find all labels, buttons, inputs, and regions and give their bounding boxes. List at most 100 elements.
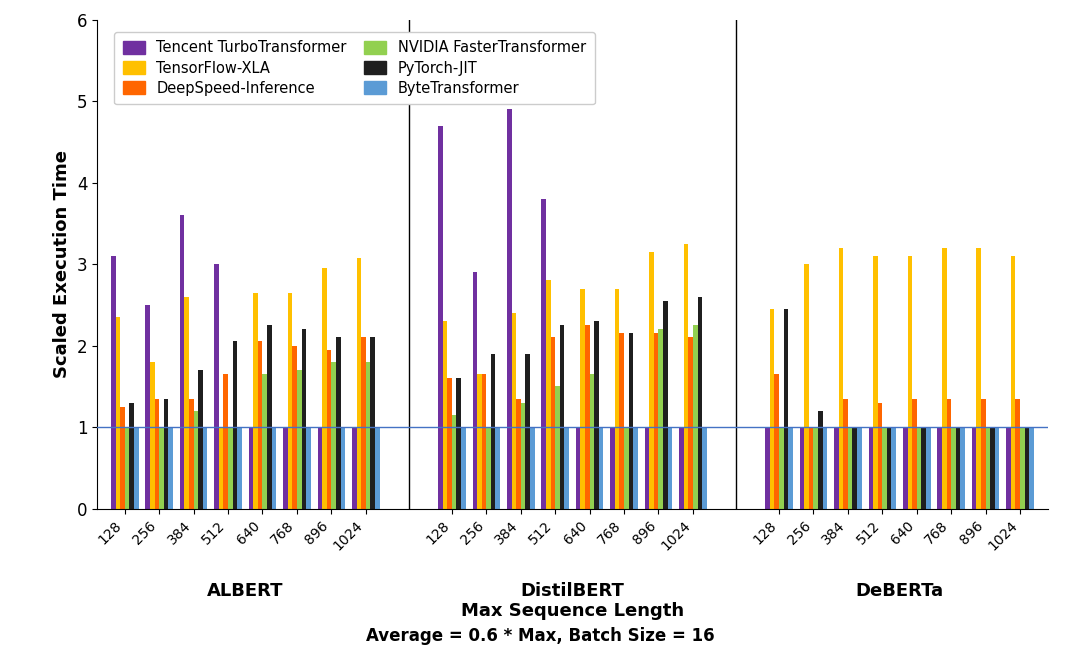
X-axis label: Max Sequence Length: Max Sequence Length [461,602,684,619]
Bar [565,427,569,509]
Bar [576,427,580,509]
Bar [633,427,638,509]
Bar [352,427,356,509]
Bar [258,342,262,509]
Bar [541,199,546,509]
Bar [693,325,698,509]
Bar [111,256,116,509]
Bar [1007,427,1011,509]
Bar [882,427,887,509]
Bar [232,342,238,509]
Bar [951,427,956,509]
Bar [447,378,451,509]
Bar [624,427,629,509]
Bar [555,386,559,509]
Text: Average = 0.6 * Max, Batch Size = 16: Average = 0.6 * Max, Batch Size = 16 [366,627,714,645]
Bar [473,273,477,509]
Bar [159,427,164,509]
Bar [248,427,254,509]
Bar [366,362,370,509]
Bar [598,427,604,509]
Bar [546,280,551,509]
Bar [189,398,193,509]
Bar [610,427,615,509]
Bar [921,427,926,509]
Bar [168,427,173,509]
Bar [486,427,491,509]
Bar [130,402,134,509]
Bar [134,427,138,509]
Bar [1015,398,1020,509]
Bar [946,398,951,509]
Bar [848,427,852,509]
Bar [521,402,525,509]
Bar [818,411,823,509]
Bar [903,427,907,509]
Bar [784,309,788,509]
Bar [843,398,848,509]
Bar [907,256,913,509]
Bar [238,427,242,509]
Bar [995,427,999,509]
Bar [512,313,516,509]
Bar [653,333,659,509]
Bar [667,427,672,509]
Bar [375,427,379,509]
Bar [1020,427,1025,509]
Bar [873,256,878,509]
Bar [937,427,942,509]
Bar [356,258,361,509]
Bar [272,427,276,509]
Bar [154,398,159,509]
Bar [679,427,684,509]
Bar [688,338,693,509]
Bar [318,427,322,509]
Bar [180,215,185,509]
Bar [219,427,224,509]
Bar [461,427,465,509]
Bar [766,427,770,509]
Bar [615,288,620,509]
Bar [254,293,258,509]
Bar [813,427,818,509]
Bar [926,427,931,509]
Y-axis label: Scaled Execution Time: Scaled Execution Time [53,150,71,378]
Bar [1011,256,1015,509]
Bar [125,427,130,509]
Bar [306,427,311,509]
Bar [891,427,896,509]
Bar [684,244,688,509]
Bar [659,329,663,509]
Text: DistilBERT: DistilBERT [521,582,624,600]
Bar [443,321,447,509]
Bar [477,374,482,509]
Bar [823,427,827,509]
Text: DeBERTa: DeBERTa [855,582,944,600]
Bar [986,427,990,509]
Bar [981,398,986,509]
Bar [960,427,964,509]
Legend: Tencent TurboTransformer, TensorFlow-XLA, DeepSpeed-Inference, NVIDIA FasterTran: Tencent TurboTransformer, TensorFlow-XLA… [114,32,595,104]
Bar [301,329,306,509]
Bar [116,317,120,509]
Bar [990,427,995,509]
Bar [438,125,443,509]
Bar [293,346,297,509]
Bar [327,349,332,509]
Bar [809,427,813,509]
Bar [559,325,565,509]
Bar [649,252,653,509]
Bar [663,301,667,509]
Bar [868,427,873,509]
Bar [770,309,774,509]
Bar [496,427,500,509]
Bar [629,333,633,509]
Bar [972,427,976,509]
Bar [774,374,779,509]
Bar [698,297,702,509]
Bar [913,398,917,509]
Bar [878,402,882,509]
Bar [551,338,555,509]
Bar [185,297,189,509]
Bar [203,427,207,509]
